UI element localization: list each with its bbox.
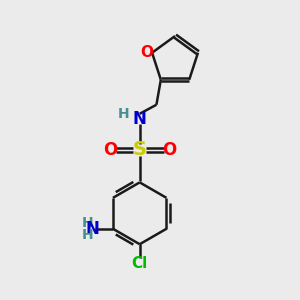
Text: N: N <box>133 110 147 128</box>
Text: O: O <box>103 141 117 159</box>
Text: N: N <box>85 220 99 238</box>
Text: Cl: Cl <box>132 256 148 271</box>
Text: H: H <box>82 228 94 242</box>
Text: O: O <box>140 45 153 60</box>
Text: H: H <box>118 107 129 121</box>
Text: O: O <box>162 141 176 159</box>
Text: H: H <box>82 217 94 230</box>
Text: S: S <box>133 140 147 160</box>
